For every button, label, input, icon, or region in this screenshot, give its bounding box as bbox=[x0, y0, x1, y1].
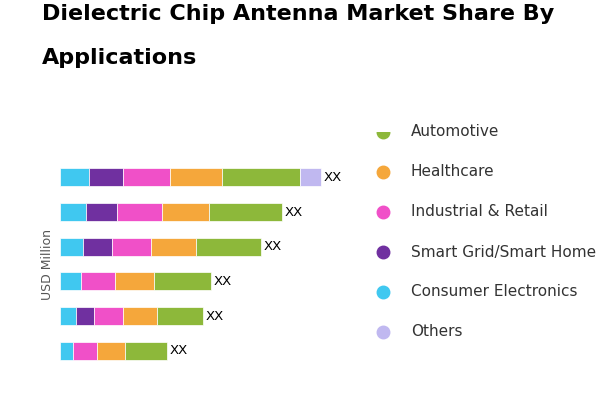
Bar bbox=[118, 203, 162, 221]
Bar bbox=[60, 203, 86, 221]
Bar bbox=[60, 307, 76, 325]
Bar bbox=[162, 203, 209, 221]
Bar bbox=[157, 307, 203, 325]
Text: Consumer Electronics: Consumer Electronics bbox=[411, 284, 577, 300]
Text: XX: XX bbox=[206, 310, 224, 322]
Bar bbox=[125, 342, 167, 360]
Bar bbox=[112, 238, 151, 256]
Bar bbox=[76, 307, 94, 325]
Text: XX: XX bbox=[214, 275, 232, 288]
Text: Healthcare: Healthcare bbox=[411, 164, 494, 180]
Bar bbox=[83, 238, 112, 256]
Bar bbox=[209, 203, 282, 221]
Bar bbox=[122, 168, 170, 186]
Bar bbox=[151, 238, 196, 256]
Text: XX: XX bbox=[263, 240, 282, 253]
Y-axis label: USD Million: USD Million bbox=[41, 228, 55, 300]
Bar bbox=[60, 168, 89, 186]
Text: Dielectric Chip Antenna Market Share By: Dielectric Chip Antenna Market Share By bbox=[42, 4, 554, 24]
Bar bbox=[154, 272, 211, 290]
Bar bbox=[196, 238, 261, 256]
Bar bbox=[122, 307, 157, 325]
Text: Smart Grid/Smart Home: Smart Grid/Smart Home bbox=[411, 244, 596, 260]
Bar bbox=[60, 238, 83, 256]
Bar bbox=[73, 342, 97, 360]
Bar bbox=[89, 168, 122, 186]
Text: Others: Others bbox=[411, 324, 463, 340]
Bar bbox=[115, 272, 154, 290]
Bar bbox=[86, 203, 118, 221]
Bar bbox=[222, 168, 300, 186]
Bar bbox=[94, 307, 122, 325]
Bar bbox=[60, 272, 81, 290]
Text: XX: XX bbox=[323, 171, 342, 184]
Text: XX: XX bbox=[170, 344, 188, 357]
Text: Industrial & Retail: Industrial & Retail bbox=[411, 204, 548, 220]
Text: Applications: Applications bbox=[42, 48, 197, 68]
Bar bbox=[170, 168, 222, 186]
Bar bbox=[81, 272, 115, 290]
Text: XX: XX bbox=[284, 206, 302, 218]
Bar bbox=[97, 342, 125, 360]
Bar bbox=[300, 168, 321, 186]
Bar bbox=[60, 342, 73, 360]
Text: Automotive: Automotive bbox=[411, 124, 499, 140]
